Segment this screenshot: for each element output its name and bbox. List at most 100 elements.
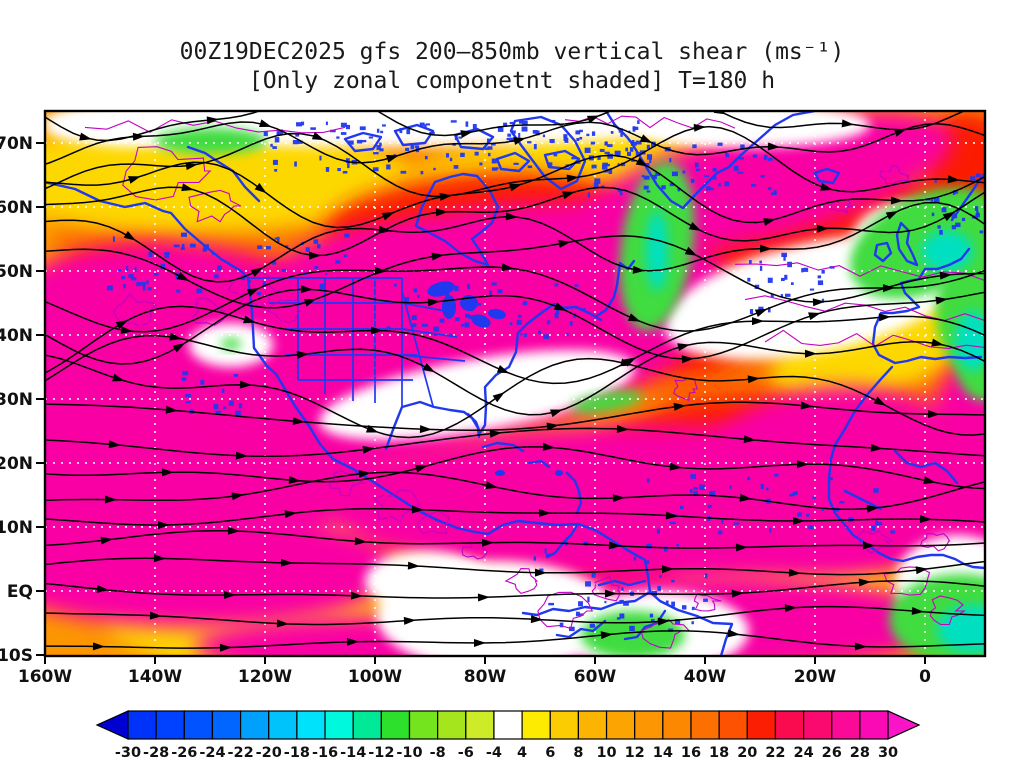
colorbar-tick-label: 8 xyxy=(573,745,583,761)
streamline-arrowhead xyxy=(311,131,325,141)
water-speckle xyxy=(643,185,649,190)
water-speckle xyxy=(343,254,348,258)
water-speckle xyxy=(579,129,583,133)
colorbar-tick-label: -16 xyxy=(312,745,338,761)
terrain-contour xyxy=(591,575,621,602)
streamline-arrowhead xyxy=(890,196,903,205)
field-blob xyxy=(923,353,985,593)
terrain-contour xyxy=(417,510,451,535)
streamline-arrowhead xyxy=(92,642,105,651)
streamline-arrowhead xyxy=(308,251,321,260)
streamline-arrowhead xyxy=(792,516,805,525)
streamline-arrowhead xyxy=(96,584,109,593)
x-tick-label: 80W xyxy=(464,667,507,687)
water-speckle xyxy=(604,141,608,146)
water-speckle xyxy=(629,625,635,632)
water-speckle xyxy=(749,309,754,315)
streamline-arrowhead xyxy=(300,285,313,294)
water-speckle xyxy=(733,165,739,171)
water-speckle xyxy=(522,120,528,126)
coastline xyxy=(593,259,636,319)
water-speckle xyxy=(513,162,519,165)
water-speckle xyxy=(325,121,328,126)
water-speckle xyxy=(677,187,681,192)
water-speckle xyxy=(281,268,287,272)
colorbar-segment xyxy=(690,710,720,740)
water-speckle xyxy=(623,601,629,606)
streamline-arrowhead xyxy=(632,265,645,274)
water-speckle xyxy=(635,140,642,145)
terrain-contour xyxy=(226,271,283,308)
water-speckle xyxy=(185,400,191,404)
colorbar-tick-label: -30 xyxy=(115,745,141,761)
water-speckle xyxy=(767,307,771,313)
water-speckle xyxy=(147,287,152,291)
water-speckle xyxy=(136,282,141,287)
water-speckle xyxy=(527,165,533,169)
streamline-arrowhead xyxy=(620,358,633,367)
streamline-arrowhead xyxy=(254,182,267,194)
streamline-arrowhead xyxy=(411,505,424,514)
streamline-arrowhead xyxy=(149,611,162,620)
water-speckle xyxy=(559,622,564,628)
water-speckle xyxy=(497,127,504,132)
y-tick-label: 10S xyxy=(0,646,33,666)
water-speckle xyxy=(511,130,516,134)
water-speckle xyxy=(817,280,824,286)
water-speckle xyxy=(484,147,489,150)
water-speckle xyxy=(591,131,596,136)
water-speckle xyxy=(746,476,751,481)
water-speckle xyxy=(703,598,708,602)
water-speckle xyxy=(310,127,316,130)
streamline-arrowhead xyxy=(915,566,928,575)
water-speckle xyxy=(160,263,166,270)
terrain-contour xyxy=(879,164,910,185)
terrain-contour xyxy=(192,297,228,326)
field-blob xyxy=(646,211,668,291)
water-speckle xyxy=(585,581,591,587)
water-speckle xyxy=(445,153,450,158)
terrain-contour xyxy=(673,377,699,402)
water-speckle xyxy=(272,146,277,149)
streamline-arrowhead xyxy=(673,402,686,411)
water-speckle xyxy=(769,528,772,533)
streamline-arrowhead xyxy=(866,504,879,513)
streamline xyxy=(45,401,985,431)
water-speckle xyxy=(748,260,752,264)
water-speckle xyxy=(123,284,126,289)
water-speckle xyxy=(579,613,584,616)
water-speckle xyxy=(614,150,621,156)
streamline-arrowhead xyxy=(246,288,260,297)
water-speckle xyxy=(594,178,601,184)
streamline-arrowhead xyxy=(942,211,955,222)
water-speckle xyxy=(238,403,243,409)
streamline-arrowhead xyxy=(419,425,432,434)
water-speckle xyxy=(608,169,613,175)
water-speckle xyxy=(937,225,941,229)
water-speckle xyxy=(386,164,391,170)
water-speckle xyxy=(454,285,459,292)
coastline xyxy=(486,519,734,656)
water-speckle xyxy=(405,147,410,152)
streamline-arrowhead xyxy=(885,210,899,220)
water-speckle xyxy=(604,151,610,155)
colorbar-tick-label: 16 xyxy=(681,745,701,761)
streamline-arrowhead xyxy=(759,244,772,253)
coastline xyxy=(604,111,817,210)
water-speckle xyxy=(733,522,740,525)
colorbar-tick-label: -10 xyxy=(396,745,422,761)
water-speckle xyxy=(808,525,814,530)
water-speckle xyxy=(783,255,786,261)
colorbar-tick-label: 30 xyxy=(878,745,898,761)
water-speckle xyxy=(356,139,363,144)
streamline-arrowhead xyxy=(841,119,854,128)
streamline xyxy=(45,288,985,365)
water-speckle xyxy=(589,623,596,628)
streamline-arrowhead xyxy=(553,302,567,311)
water-speckle xyxy=(637,120,640,124)
water-speckle xyxy=(579,136,583,140)
map-canvas xyxy=(45,111,985,656)
water-speckle xyxy=(518,120,524,124)
water-speckle xyxy=(496,167,499,170)
contour-layer xyxy=(84,115,985,649)
